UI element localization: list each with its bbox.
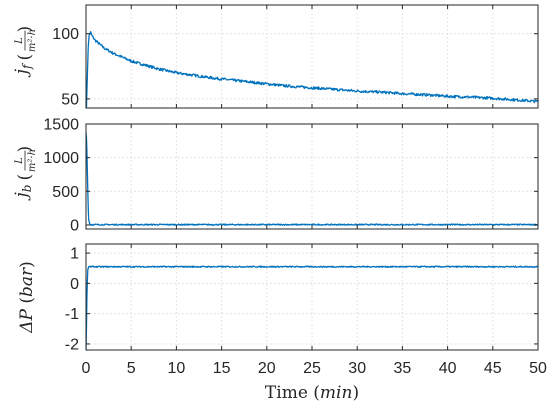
y-axis-label-top: jf() L m²·h xyxy=(12,26,38,78)
x-axis-label: Time (min) xyxy=(265,383,359,403)
series-line-top xyxy=(86,31,538,108)
y-axis-label-middle: jb () L m²·h xyxy=(12,146,38,202)
y-tick-label: -2 xyxy=(65,336,79,353)
y-tick-label: 0 xyxy=(70,217,79,234)
x-tick-label: 15 xyxy=(213,360,231,377)
svg-text:): ) xyxy=(15,26,35,33)
svg-text:(: ( xyxy=(15,174,35,181)
svg-text:m²·h: m²·h xyxy=(27,29,38,52)
svg-text:): ) xyxy=(15,146,35,153)
y-tick-label: 0 xyxy=(70,276,79,293)
x-tick-label: 10 xyxy=(168,360,186,377)
y-tick-label: 500 xyxy=(52,184,79,201)
svg-text:jf: jf xyxy=(12,62,34,78)
y-tick-label: 100 xyxy=(52,26,79,43)
x-tick-label: 40 xyxy=(439,360,457,377)
x-tick-label: 45 xyxy=(484,360,502,377)
x-tick-label: 20 xyxy=(258,360,276,377)
y-tick-label: 1 xyxy=(70,246,79,263)
svg-text:L: L xyxy=(14,37,25,45)
svg-text:m²·h: m²·h xyxy=(27,149,38,172)
panel-top: 50 100 jf() L m²·h xyxy=(12,4,539,109)
x-tick-label: 30 xyxy=(348,360,366,377)
y-tick-label: 1000 xyxy=(43,150,79,167)
svg-text:jb: jb xyxy=(12,185,34,202)
y-tick-label: -1 xyxy=(65,306,79,323)
x-tick-label: 35 xyxy=(394,360,412,377)
y-axis-label-bottom: ΔP (bar) xyxy=(17,261,37,334)
x-tick-label: 25 xyxy=(303,360,321,377)
panel-middle: 0 500 1000 1500 jb () L m²·h xyxy=(12,117,539,234)
x-tick-label: 0 xyxy=(82,360,91,377)
y-tick-label: 50 xyxy=(61,91,79,108)
series-line-bottom xyxy=(86,265,538,350)
y-tick-label: 1500 xyxy=(43,117,79,134)
svg-text:(: ( xyxy=(15,54,35,61)
series-line-middle xyxy=(86,132,538,226)
svg-text:ΔP (bar): ΔP (bar) xyxy=(17,261,37,334)
x-tick-label: 5 xyxy=(127,360,136,377)
svg-text:L: L xyxy=(14,157,25,165)
x-tick-label: 50 xyxy=(529,360,547,377)
